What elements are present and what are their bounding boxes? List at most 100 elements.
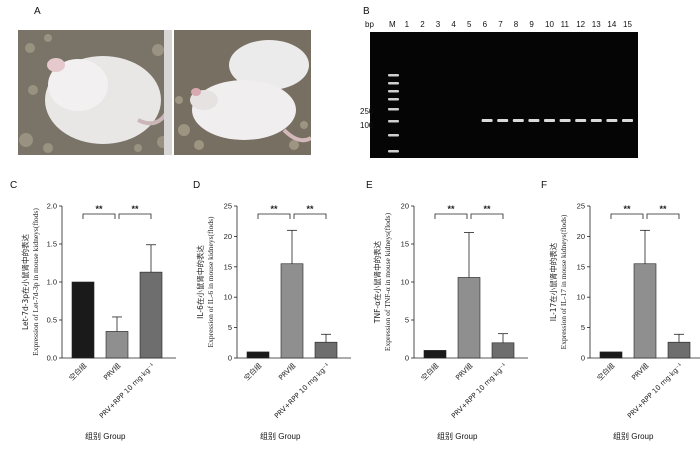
x-tick-label: 空白组	[242, 361, 263, 382]
significance-label: **	[659, 204, 667, 214]
bar	[423, 350, 447, 359]
gel-lane-label: 5	[467, 20, 472, 29]
y-tick-label: 1.0	[47, 278, 57, 287]
gel-sample-band	[512, 119, 524, 122]
significance-bracket	[257, 213, 291, 219]
mouse-photo-right	[174, 30, 311, 155]
bar	[457, 277, 481, 359]
bar	[667, 341, 691, 359]
gel-lane-label: 11	[560, 20, 569, 29]
gel-lane-label: 9	[529, 20, 534, 29]
x-tick-label: PRV组	[277, 361, 298, 382]
mouse-photo-left	[18, 30, 172, 155]
y-tick-label: 0	[581, 354, 585, 363]
gel-bp-label: bp	[365, 20, 374, 29]
bar	[314, 341, 338, 359]
gel-ladder-band	[388, 98, 399, 101]
panel-label-a: A	[34, 6, 41, 17]
y-tick-label: 25	[224, 202, 232, 211]
gel-image	[370, 32, 638, 158]
bar-chart-il6: 0 5 10 15 20 25 IL-6在小鼠肾中的表达 Expression of IL-6…	[175, 170, 351, 450]
y-tick-label: 5	[581, 323, 585, 332]
gel-sample-band	[559, 119, 571, 122]
y-tick-label: 0.5	[47, 316, 57, 325]
gel-lane-label: 7	[498, 20, 503, 29]
chart-svg: 0 5 10 15 20 TNF-α在小鼠肾中的表达 Expression of TNF-α…	[372, 202, 528, 420]
x-tick-label: 空白组	[67, 361, 88, 382]
bar	[633, 263, 657, 359]
y-tick-label: 25	[577, 202, 585, 211]
gel-lane-label: 13	[591, 20, 601, 29]
gel-lane-label: 2	[420, 20, 425, 29]
x-axis-group-label: 组别 Group	[260, 432, 301, 441]
y-tick-label: 20	[577, 232, 585, 241]
chart-svg: 0 5 10 15 20 25 IL-6在小鼠肾中的表达 Expression of IL-6…	[195, 202, 351, 420]
y-axis-label-cn: TNF-α在小鼠肾中的表达	[372, 240, 382, 324]
gel-lane-label: 14	[607, 20, 617, 29]
significance-bracket	[470, 213, 504, 219]
gel-ladder-band	[388, 90, 399, 93]
gel-sample-band	[622, 119, 633, 122]
x-tick-label: 空白组	[595, 361, 616, 382]
gel-lane-label: 1	[404, 20, 410, 29]
gel-sample-band	[497, 119, 509, 122]
x-tick-label: PRV组	[630, 361, 651, 382]
y-tick-label: 1.5	[47, 240, 57, 249]
significance-bracket	[434, 213, 468, 219]
gel-sample-band	[590, 119, 602, 122]
gel-sample-band	[481, 119, 493, 122]
bar-chart-tnf-alpha: 0 5 10 15 20 TNF-α在小鼠肾中的表达 Expression of TNF-α…	[352, 170, 528, 450]
gel-marker-100: 100	[360, 121, 374, 130]
y-tick-label: 5	[228, 323, 232, 332]
gel-sample-band	[528, 119, 540, 122]
gel-ladder-band	[388, 82, 399, 85]
y-tick-label: 5	[405, 316, 409, 325]
y-tick-label: 0	[228, 354, 232, 363]
y-axis-label-en: Expression of IL-17 in mouse kidneys(flo…	[559, 214, 568, 349]
gel-lane-label: 12	[576, 20, 586, 29]
gel-ladder-band	[388, 134, 399, 137]
y-tick-label: 10	[401, 278, 409, 287]
gel-ladder-band	[388, 74, 399, 77]
y-axis-label-en: Expression of Let-7d-3p in mouse kidneys…	[31, 208, 40, 356]
chart-svg: 0.0 0.5 1.0 1.5 2.0 Let-7d-3p在小鼠肾中的表达 Expressi…	[20, 202, 176, 420]
x-axis-group-label: 组别 Group	[437, 432, 478, 441]
gel-ladder-band	[388, 108, 399, 111]
significance-label: **	[483, 204, 491, 214]
y-tick-label: 15	[577, 262, 585, 271]
y-axis-label-en: Expression of IL-6 in mouse kidneys(flod…	[206, 216, 215, 348]
significance-bracket	[118, 213, 152, 219]
bar	[71, 281, 95, 359]
significance-label: **	[270, 204, 278, 214]
gel-lane-label: 4	[451, 20, 456, 29]
y-tick-label: 10	[577, 293, 585, 302]
gel-lane-label: 8	[513, 20, 519, 29]
gel-sample-band	[544, 119, 555, 122]
x-tick-label: PRV组	[454, 361, 475, 382]
x-tick-label: 空白组	[419, 361, 440, 382]
significance-label: **	[95, 204, 103, 214]
y-tick-label: 15	[401, 240, 409, 249]
significance-bracket	[610, 213, 644, 219]
panel-label-f: F	[541, 180, 548, 191]
y-tick-label: 20	[224, 232, 232, 241]
significance-label: **	[131, 204, 139, 214]
significance-label: **	[623, 204, 631, 214]
bar	[246, 351, 270, 359]
panel-label-c: C	[10, 180, 18, 191]
significance-bracket	[82, 213, 116, 219]
significance-label: **	[447, 204, 455, 214]
significance-bracket	[293, 213, 327, 219]
gel-lane-label: M	[389, 20, 396, 29]
y-tick-label: 0.0	[47, 354, 57, 363]
gel-sample-band	[606, 119, 618, 122]
significance-bracket	[646, 213, 680, 219]
panel-label-e: E	[366, 180, 373, 191]
bar	[599, 351, 623, 359]
y-tick-label: 2.0	[47, 202, 57, 211]
significance-label: **	[306, 204, 314, 214]
gel-sample-band	[575, 119, 587, 122]
gel-lane-label: 3	[435, 20, 441, 29]
gel-ladder-band	[388, 120, 399, 123]
y-tick-label: 20	[401, 202, 409, 211]
